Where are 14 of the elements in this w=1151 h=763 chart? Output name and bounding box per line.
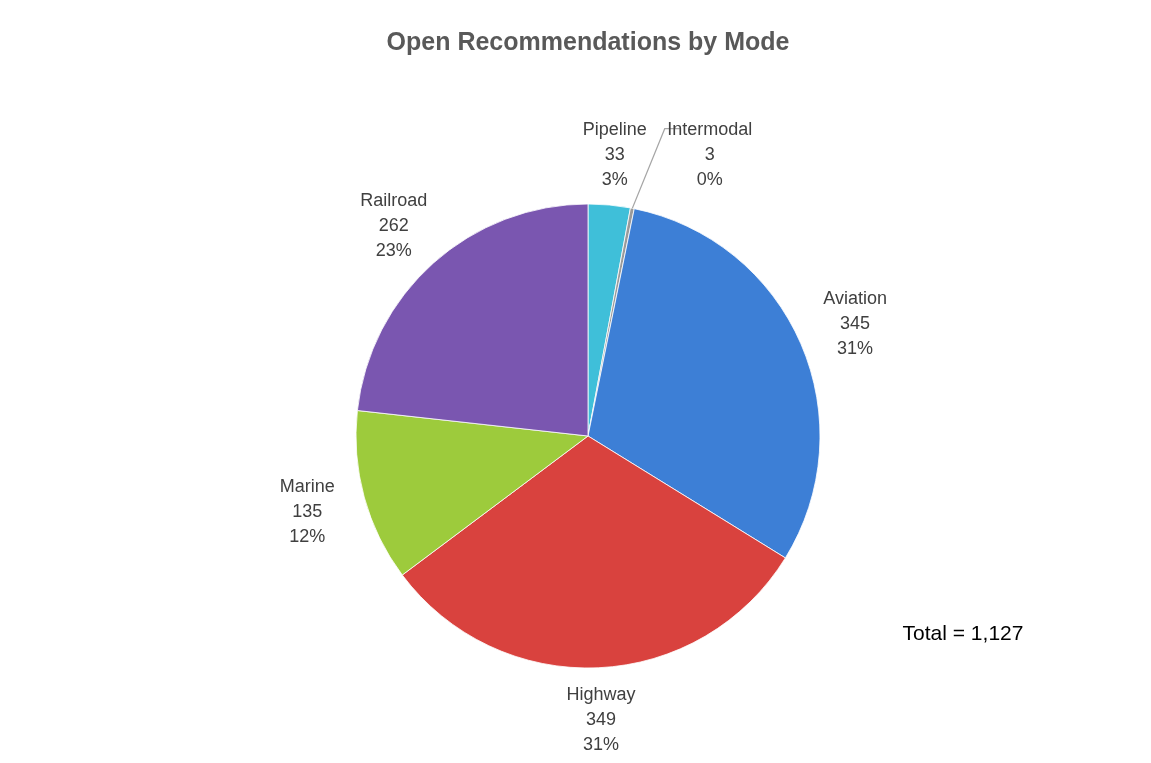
data-label: 349 31% bbox=[582, 709, 619, 755]
data-label: 135 12% bbox=[289, 500, 326, 546]
slice-label: Pipeline bbox=[582, 118, 647, 139]
slice-label: Aviation bbox=[823, 288, 887, 309]
text: Total = 1,127 bbox=[902, 621, 1024, 644]
slice-label: Marine bbox=[279, 475, 335, 496]
slice-label: Railroad bbox=[360, 189, 428, 210]
data-label: 262 23% bbox=[375, 214, 412, 260]
data-label: 345 31% bbox=[837, 313, 874, 359]
data-label: 33 3% bbox=[601, 143, 628, 189]
data-label: 3 0% bbox=[696, 143, 723, 189]
slice-label: Intermodal bbox=[667, 118, 753, 139]
chart-title: Open Recommendations by Mode bbox=[386, 27, 790, 55]
slice-label: Highway bbox=[566, 684, 636, 705]
